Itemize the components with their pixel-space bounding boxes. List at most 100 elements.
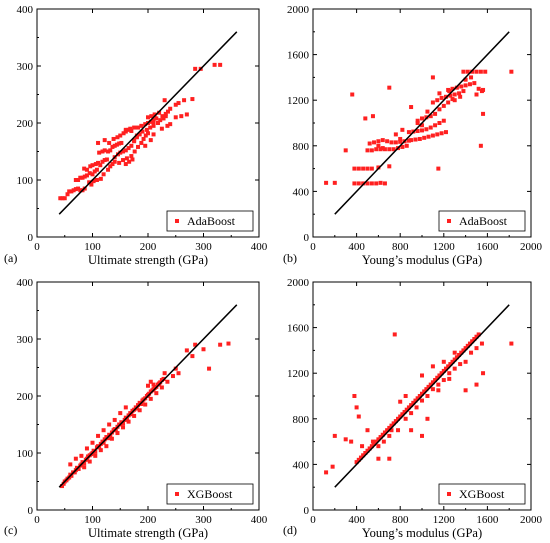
data-point (106, 149, 111, 154)
x-tick-label: 400 (348, 514, 365, 526)
data-point (470, 339, 475, 344)
data-point (363, 451, 368, 455)
data-point (343, 148, 348, 153)
data-point (102, 138, 107, 143)
data-point (400, 412, 405, 417)
data-point (176, 101, 181, 106)
data-point (382, 181, 387, 186)
data-point (389, 428, 394, 433)
data-point (141, 136, 146, 141)
data-point (352, 166, 357, 171)
data-point (478, 143, 483, 148)
data-point (137, 132, 142, 137)
data-point (398, 139, 403, 144)
data-point (124, 416, 129, 421)
x-tick-label: 100 (84, 241, 101, 253)
data-point (69, 473, 74, 478)
y-tick-label: 0 (28, 505, 34, 517)
data-point (435, 98, 440, 103)
data-point (165, 379, 170, 384)
data-point (457, 91, 462, 96)
data-point (426, 384, 431, 389)
data-point (82, 166, 87, 171)
data-point (467, 82, 472, 87)
data-point (97, 445, 102, 450)
data-point (415, 118, 420, 123)
data-point (430, 75, 435, 80)
data-point (144, 127, 149, 132)
data-point (109, 436, 114, 441)
data-point (121, 131, 126, 136)
data-point (409, 105, 414, 110)
data-point (356, 414, 361, 419)
data-point (443, 130, 448, 135)
data-point (437, 107, 442, 112)
x-tick-label: 0 (34, 241, 40, 253)
data-point (378, 435, 383, 440)
data-point (376, 165, 381, 170)
x-tick-label: 2000 (520, 241, 543, 253)
legend-label: AdaBoost (187, 214, 236, 228)
reference-line (58, 304, 238, 488)
data-point (439, 371, 444, 376)
x-tick-label: 400 (251, 241, 268, 253)
data-point (376, 139, 381, 144)
data-point (398, 414, 403, 419)
data-point (108, 148, 113, 153)
data-point (389, 423, 394, 428)
data-point (481, 371, 486, 376)
data-point (182, 98, 187, 103)
data-point (433, 111, 438, 116)
data-point (422, 135, 427, 140)
data-point (452, 92, 457, 97)
data-point (67, 189, 72, 194)
data-point (352, 181, 357, 186)
data-point (409, 411, 414, 416)
data-point (201, 347, 206, 352)
data-point (380, 432, 385, 437)
data-point (73, 178, 78, 182)
data-point (155, 121, 160, 125)
data-point (361, 181, 366, 186)
data-point (393, 140, 398, 145)
data-point (119, 140, 124, 145)
data-point (104, 444, 109, 449)
data-point (184, 348, 189, 353)
data-point (93, 162, 98, 167)
data-point (459, 84, 464, 89)
data-point (463, 77, 468, 82)
y-tick-label: 2000 (287, 4, 310, 16)
data-point (110, 144, 115, 149)
data-point (79, 453, 84, 458)
data-point (152, 112, 157, 117)
data-point (417, 136, 422, 141)
data-point (439, 95, 444, 100)
data-point (436, 388, 441, 393)
data-point (146, 131, 150, 136)
legend-box (438, 483, 526, 505)
data-point (483, 69, 488, 74)
data-point (465, 69, 470, 74)
data-point (96, 160, 101, 165)
data-point (102, 148, 107, 153)
data-point (349, 439, 354, 444)
data-point (170, 374, 175, 379)
panel-letter: (c) (4, 523, 17, 537)
data-point (402, 409, 407, 414)
data-point (84, 167, 89, 172)
data-point (124, 156, 129, 161)
data-point (470, 69, 475, 74)
data-point (476, 86, 481, 91)
data-point (414, 405, 419, 410)
data-point (143, 143, 148, 148)
data-point (391, 421, 396, 426)
data-point (101, 440, 106, 445)
data-point (454, 85, 459, 90)
data-point (459, 350, 464, 355)
data-point (106, 167, 111, 172)
y-tick-label: 400 (17, 4, 34, 16)
data-point (461, 89, 466, 94)
data-point (118, 133, 123, 138)
data-point (151, 121, 156, 125)
data-point (139, 123, 144, 128)
